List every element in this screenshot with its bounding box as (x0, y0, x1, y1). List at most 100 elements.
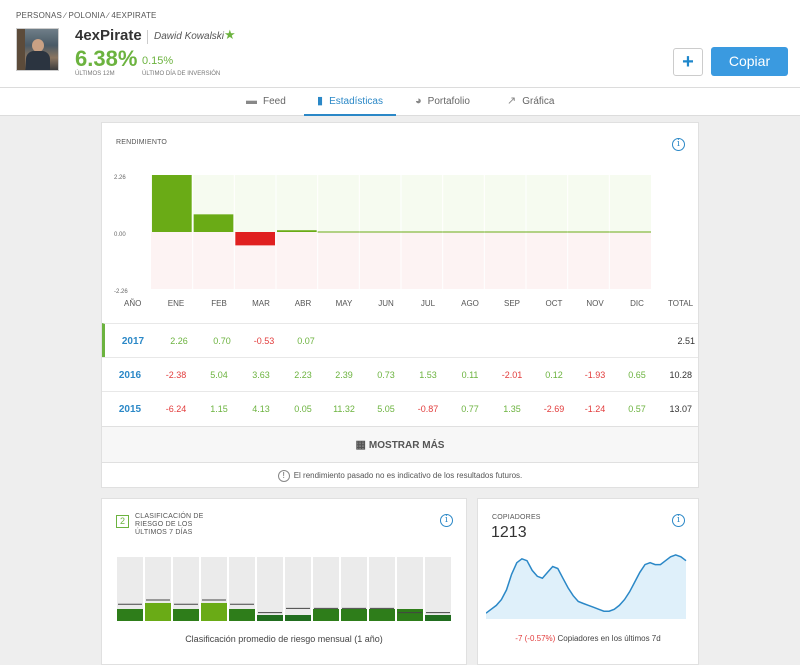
month-value: 4.13 (252, 404, 270, 414)
month-value: -1.93 (584, 370, 606, 380)
month-value: -0.87 (417, 404, 439, 414)
performance-card: RENDIMIENTO i 2.26 0.00 -2.26 AÑO ENE FEB MA… (101, 122, 699, 488)
copiers-change-line: -7 (-0.57%) Copiadores en los últimos 7d (478, 634, 698, 643)
year-row[interactable]: 2015 -6.24 1.15 4.13 0.05 11.32 5.05 -0.87 0.77 1… (102, 391, 698, 425)
avatar[interactable] (16, 28, 59, 71)
month-value: 0.65 (628, 370, 646, 380)
disclaimer: ! El rendimiento pasado no es indicativo … (102, 462, 698, 488)
risk-bar (425, 615, 451, 621)
month-header: JUL (420, 299, 436, 308)
month-value: 2.26 (170, 336, 188, 346)
month-value: 1.15 (210, 404, 228, 414)
breadcrumb[interactable]: PERSONAS ∕ POLONIA ∕ 4EXPIRATE (16, 11, 157, 20)
risk-bar (229, 609, 255, 621)
username: 4exPirate (75, 27, 142, 44)
year-label: 2017 (121, 336, 145, 347)
year-label: 2016 (118, 370, 142, 381)
month-header: ENE (167, 299, 185, 308)
month-value: 0.11 (461, 370, 479, 380)
stats-icon: ▮ (317, 95, 324, 107)
month-value: -6.24 (165, 404, 187, 414)
copiers-line (486, 554, 687, 614)
performance-chart: 2.26 0.00 -2.26 (114, 175, 651, 295)
tab-label: Portafolio (427, 96, 470, 107)
pie-icon: ◕ (415, 95, 422, 107)
month-value: 0.57 (628, 404, 646, 414)
month-value: 0.73 (377, 370, 395, 380)
month-value: 2.39 (335, 370, 353, 380)
copiers-title: COPIADORES (492, 514, 541, 521)
month-value: -1.24 (584, 404, 606, 414)
month-header: MAR (252, 299, 270, 308)
risk-bar (369, 609, 395, 621)
info-icon[interactable]: i (440, 514, 453, 527)
warning-icon: ! (277, 470, 290, 482)
month-value: 0.70 (213, 336, 231, 346)
add-button[interactable]: + (673, 48, 703, 76)
info-icon[interactable]: i (672, 138, 685, 151)
divider (147, 30, 148, 44)
month-value: 0.07 (297, 336, 315, 346)
risk-bar (201, 603, 227, 621)
calendar-icon: ▦ (355, 439, 366, 451)
month-value: 0.12 (545, 370, 563, 380)
year-row[interactable]: 2017 2.26 0.70 -0.53 0.07 2.51 (102, 323, 698, 357)
tab-label: Gráfica (522, 96, 555, 107)
show-more-button[interactable]: ▦ MOSTRAR MÁS (102, 426, 698, 462)
info-icon[interactable]: i (672, 514, 685, 527)
year-header: AÑO (124, 299, 142, 308)
month-header: MAY (335, 299, 353, 308)
copy-button[interactable]: Copiar (711, 47, 788, 76)
total-header: TOTAL (668, 299, 694, 308)
month-value: -0.53 (253, 336, 275, 346)
chart-icon: ↗ (507, 95, 517, 107)
risk-bar (397, 609, 423, 621)
y-tick-label: 0.00 (114, 232, 126, 238)
month-value: 5.04 (210, 370, 228, 380)
risk-column-bg (257, 557, 283, 621)
year-total: 13.07 (669, 404, 692, 414)
y-tick-label: -2.26 (114, 289, 128, 295)
risk-column-bg (425, 557, 451, 621)
year-label: 2015 (118, 404, 142, 415)
risk-bar (117, 609, 143, 621)
copiers-change-text: Copiadores en los últimos 7d (557, 634, 661, 643)
month-value: 0.05 (294, 404, 312, 414)
y-tick-label: 2.26 (114, 175, 126, 181)
bar (193, 214, 234, 232)
month-value: -2.69 (543, 404, 565, 414)
star-icon: ★ (224, 27, 236, 42)
feed-icon: ▬ (246, 95, 257, 107)
bar (152, 175, 192, 232)
month-value: -2.38 (165, 370, 187, 380)
copiers-area (486, 554, 686, 619)
risk-bar (285, 615, 311, 621)
year-row[interactable]: 2016 -2.38 5.04 3.63 2.23 2.39 0.73 1.53 0.11 -2.… (102, 357, 698, 391)
month-header: JUN (378, 299, 394, 308)
month-header: OCT (545, 299, 563, 308)
risk-bar (145, 603, 171, 621)
tab-feed[interactable]: ▬ Feed (246, 88, 286, 116)
day-gain-value: 0.15% (142, 55, 174, 67)
month-value: 1.35 (503, 404, 521, 414)
copiers-change: -7 (-0.57%) (515, 634, 556, 643)
month-value: 5.05 (377, 404, 395, 414)
tab-label: Feed (263, 96, 286, 107)
month-header: DIC (630, 299, 644, 308)
risk-score-badge: 2 (116, 515, 129, 528)
year-total: 10.28 (669, 370, 692, 380)
full-name: Dawid Kowalski (154, 31, 225, 42)
month-value: 2.23 (294, 370, 312, 380)
tab-bar: ▬ Feed ▮ Estadísticas ◕ Portafolio ↗ Gráfica (0, 88, 800, 116)
tab-portfolio[interactable]: ◕ Portafolio (415, 88, 470, 116)
risk-bar (341, 609, 367, 621)
month-header: AGO (461, 299, 479, 308)
bar (277, 230, 317, 232)
year-total: 2.51 (677, 336, 695, 346)
tab-statistics[interactable]: ▮ Estadísticas (304, 88, 396, 116)
month-value: 0.77 (461, 404, 479, 414)
gain-value: 6.38% (75, 46, 138, 71)
tab-chart[interactable]: ↗ Gráfica (507, 88, 554, 116)
risk-bar (313, 609, 339, 621)
copiers-card: COPIADORES i 1213 -7 (-0.57%) Copiadores… (477, 498, 699, 665)
